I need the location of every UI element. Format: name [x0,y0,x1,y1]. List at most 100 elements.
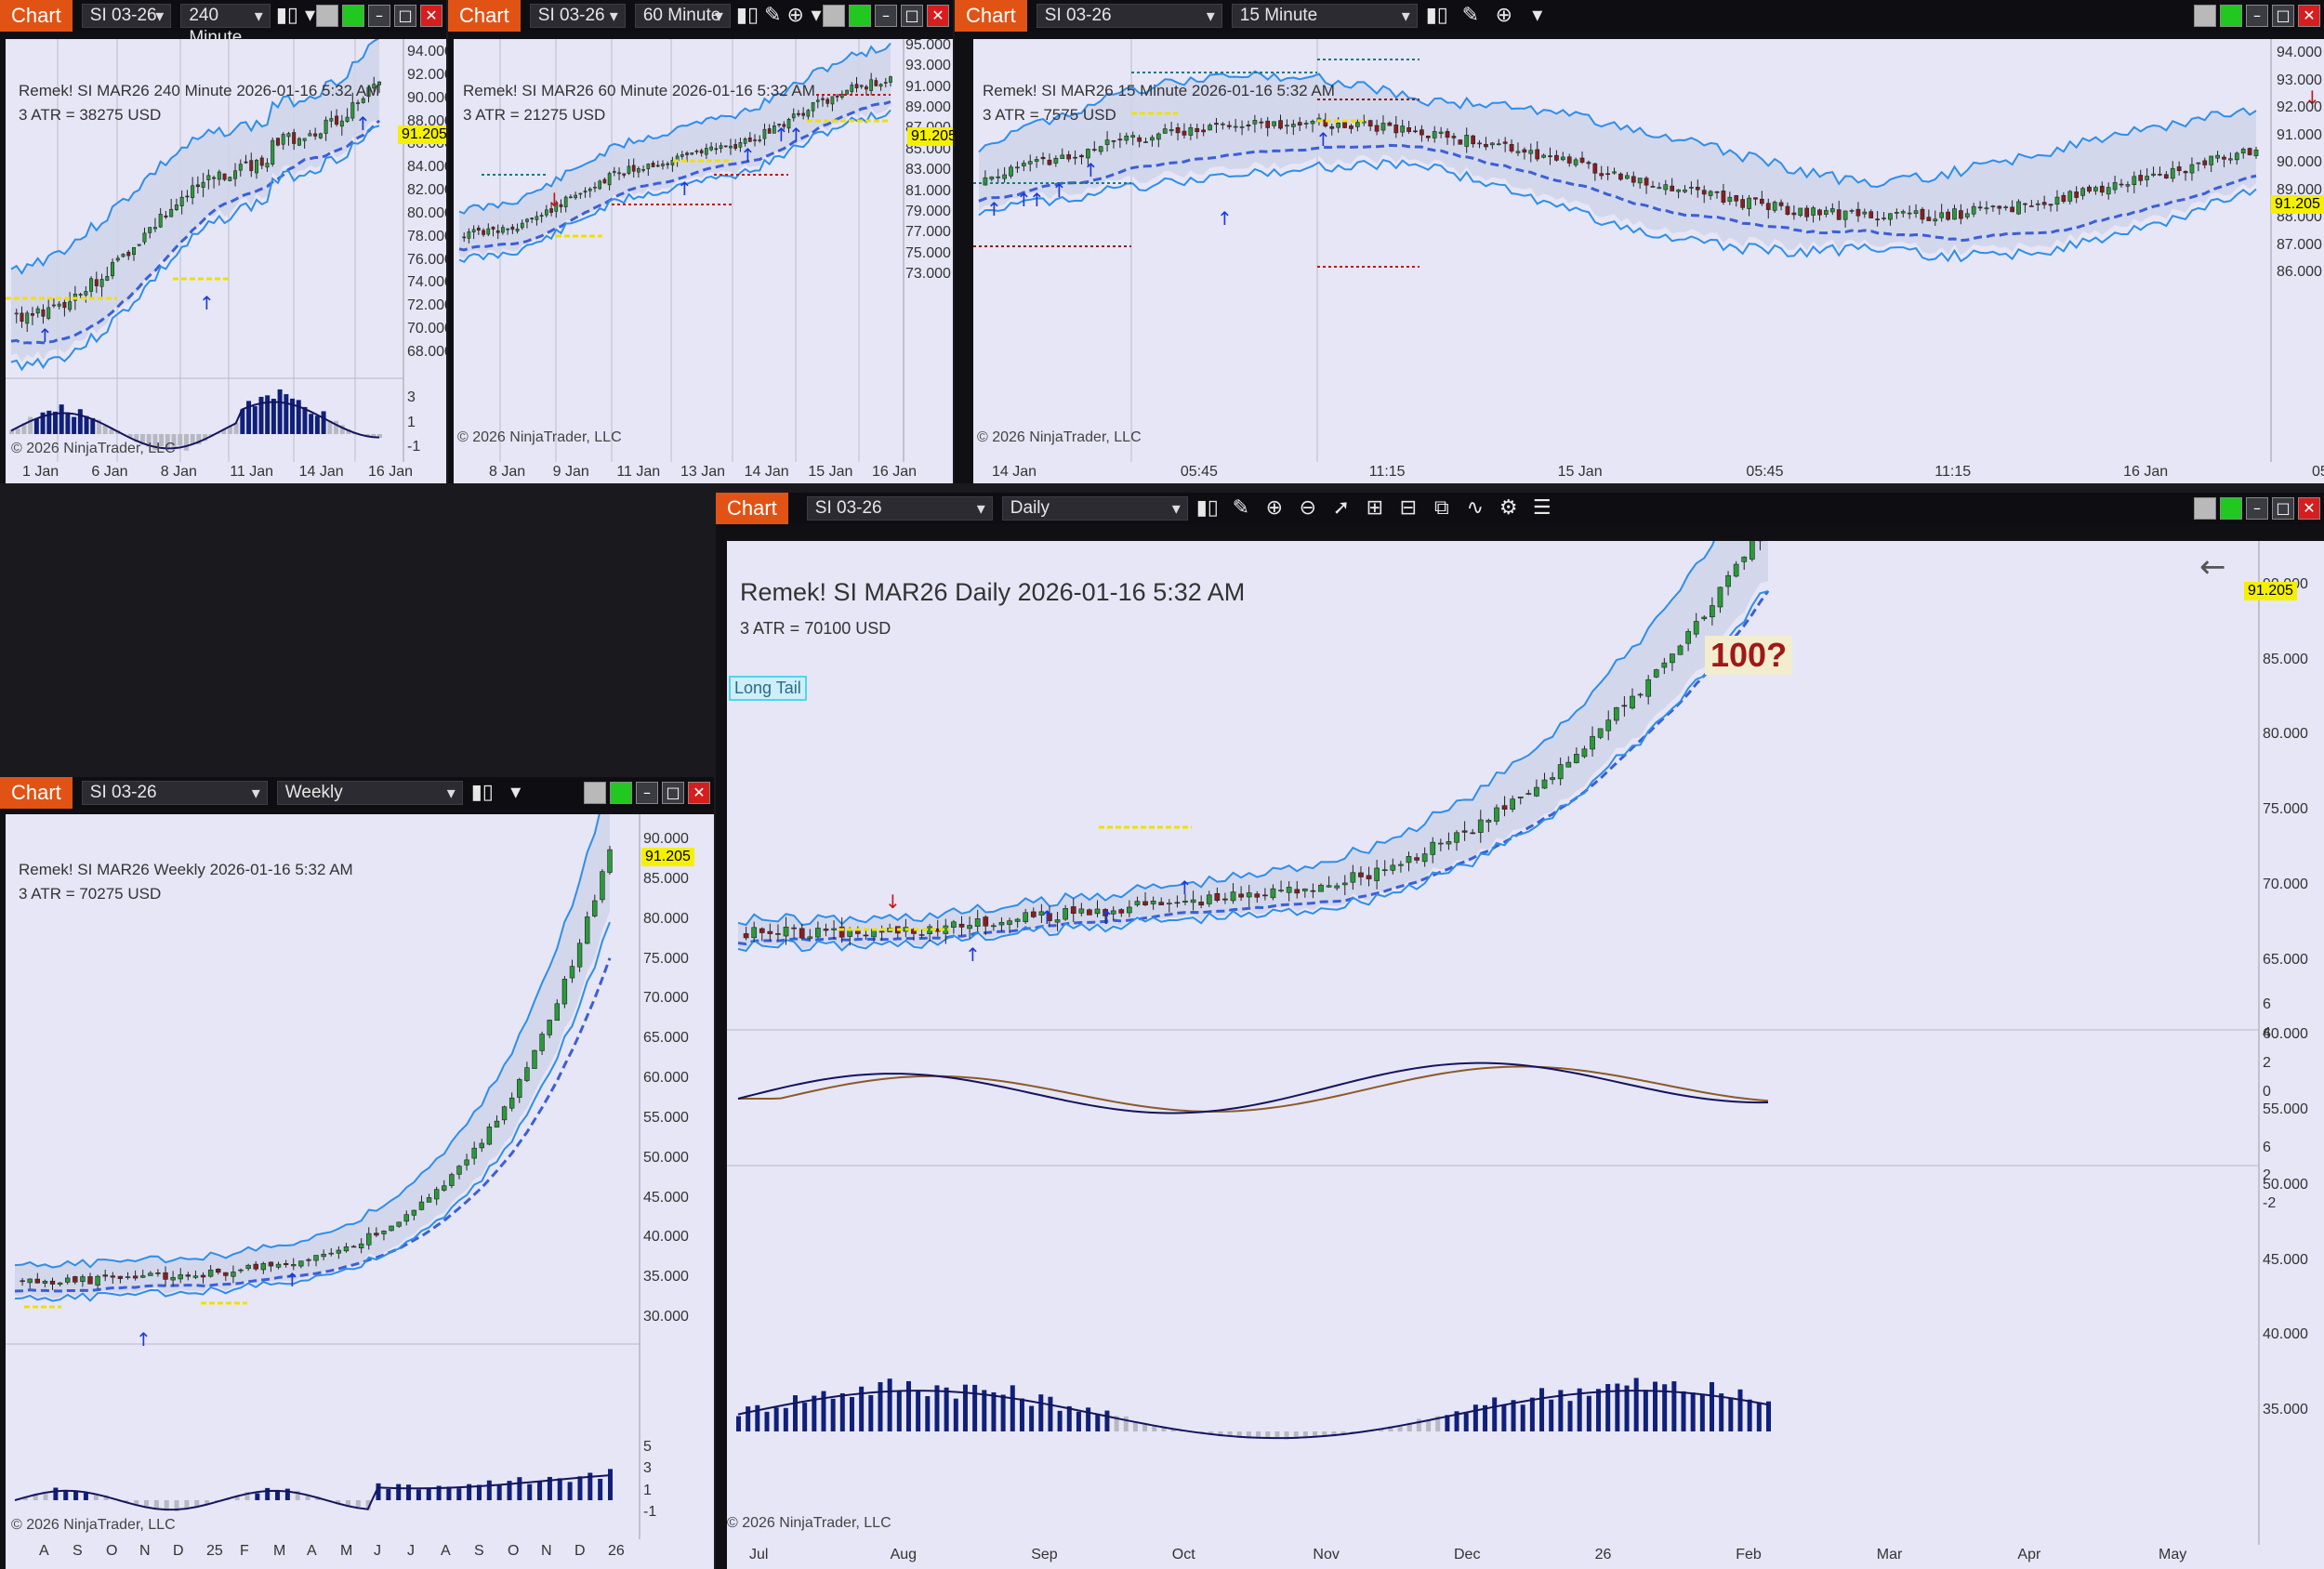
pencil-icon[interactable]: ✎ [764,4,782,27]
histogram-bar [557,1478,562,1500]
close-button[interactable]: ✕ [927,5,949,27]
histogram-bar [1246,1431,1251,1439]
link-green-button[interactable] [342,5,364,27]
minimize-button[interactable]: – [875,5,897,27]
candle-body [1778,202,1784,206]
pointer-icon[interactable]: ➚ [1332,496,1351,520]
price-panel[interactable]: ↑ ↑ ↑ ↑ ↓ Remek! SI MAR26 Daily 2026-01-16 5… [727,541,2324,1545]
histogram-bar [109,429,114,434]
maximize-button[interactable]: □ [2272,5,2294,27]
candle-body [1470,832,1476,835]
chart-tab[interactable]: Chart [0,0,73,32]
chevron-down-icon[interactable]: ▾ [510,781,522,804]
oscillator-signal-line [738,1065,1769,1113]
long-tail-label[interactable]: Long Tail [729,676,807,701]
interval-selector[interactable]: Daily [1001,496,1188,521]
link-green-button[interactable] [2220,497,2242,520]
snapshot-icon[interactable]: ⧉ [1433,496,1449,520]
price-panel[interactable]: ↑ ↑ Remek! SI MAR26 Weekly 2026-01-16 5:3… [6,814,714,1539]
layout-icon[interactable]: ⊟ [1399,496,1418,520]
minimize-button[interactable]: – [636,782,658,804]
up-arrow-icon: ↑ [355,112,371,135]
bar-style-icon[interactable]: ▮▯ [1195,496,1219,520]
instrument-selector[interactable]: SI 03-26 [81,781,268,805]
chart-tab[interactable]: Chart [0,777,73,809]
chevron-down-icon[interactable]: ▾ [811,4,822,27]
chart-tab[interactable]: Chart [955,0,1027,32]
price-panel[interactable]: ↑ ↑ ↑ ↑ ↑ ↑ ↑ ↓ Remek! SI MAR26 15 Minute 2026-… [973,39,2324,462]
y-tick-label: 75.000 [2263,801,2308,818]
maximize-button[interactable]: □ [662,782,684,804]
link-gray-button[interactable] [2194,497,2216,520]
candle-body [799,928,805,939]
link-gray-button[interactable] [2194,5,2216,27]
instrument-selector[interactable]: SI 03-26 [1036,4,1222,28]
momentum-line [10,401,380,450]
price-panel[interactable]: ↑ ↑ ↑ Remek! SI MAR26 240 Minute 2026-01-1… [6,39,446,462]
candle-body [1785,205,1790,215]
link-gray-button[interactable] [823,5,845,27]
close-button[interactable]: ✕ [688,782,710,804]
candle-body [1380,123,1386,131]
instrument-selector[interactable]: SI 03-26 [529,4,626,28]
minimize-button[interactable]: – [2246,497,2268,520]
candle-body [1592,163,1598,174]
candle-body [1007,920,1012,925]
histogram-bar [802,1403,808,1431]
zoom-in-icon[interactable]: ⊕ [1265,496,1284,520]
instrument-selector[interactable]: SI 03-26 [806,496,993,521]
bar-style-icon[interactable]: ▮▯ [275,4,299,27]
back-arrow-icon[interactable]: ← [2199,548,2226,586]
histogram-bar [849,1397,854,1431]
pencil-icon[interactable]: ✎ [1232,496,1250,520]
list-icon[interactable]: ☰ [1532,496,1552,520]
candle-body [1318,884,1324,892]
interval-selector[interactable]: 60 Minute [634,4,731,28]
x-tick-label: Jul [749,1547,769,1562]
interval-selector[interactable]: 15 Minute [1231,4,1418,28]
indicator-icon[interactable]: ∿ [1466,496,1485,520]
candle-body [554,1003,560,1022]
candle-body [491,226,495,230]
close-button[interactable]: ✕ [2298,497,2320,520]
bar-style-icon[interactable]: ▮▯ [1425,4,1448,27]
zoom-in-icon[interactable]: ⊕ [1495,4,1513,27]
candle-body [313,133,318,137]
zoom-in-icon[interactable]: ⊕ [786,4,804,27]
instrument-selector[interactable]: SI 03-26 [81,4,172,28]
zoom-out-icon[interactable]: ⊖ [1299,496,1317,520]
link-gray-button[interactable] [584,782,606,804]
link-green-button[interactable] [2220,5,2242,27]
annotation-note[interactable]: 100? [1705,636,1793,675]
chart-tab[interactable]: Chart [448,0,521,32]
strategy-icon[interactable]: ⚙ [1499,496,1518,520]
maximize-button[interactable]: □ [2272,497,2294,520]
y-tick-label: 80.000 [407,204,446,221]
price-panel[interactable]: ↑ ↑ ↑ ↑ ↓ Remek! SI MAR26 60 Minute 2026-01-… [454,39,953,462]
chevron-down-icon[interactable]: ▾ [304,4,316,27]
candle-body [2125,184,2131,187]
pencil-icon[interactable]: ✎ [1461,4,1480,27]
bar-style-icon[interactable]: ▮▯ [470,781,494,804]
minimize-button[interactable]: – [2246,5,2268,27]
histogram-bar [134,434,139,442]
candle-body [1349,125,1353,129]
maximize-button[interactable]: □ [901,5,923,27]
minimize-button[interactable]: – [368,5,390,27]
candle-body [951,921,957,928]
candle-body [1661,662,1668,668]
close-button[interactable]: ✕ [420,5,442,27]
interval-selector[interactable]: 240 Minute [180,4,271,47]
histogram-bar [296,400,301,434]
chevron-down-icon[interactable]: ▾ [1532,4,1543,27]
link-gray-button[interactable] [316,5,338,27]
chart-tab[interactable]: Chart [716,493,788,524]
link-green-button[interactable] [849,5,871,27]
data-box-icon[interactable]: ⊞ [1366,496,1384,520]
maximize-button[interactable]: □ [394,5,416,27]
histogram-bar [972,1384,978,1431]
bar-style-icon[interactable]: ▮▯ [735,4,759,27]
close-button[interactable]: ✕ [2298,5,2320,27]
link-green-button[interactable] [610,782,632,804]
interval-selector[interactable]: Weekly [276,781,463,805]
